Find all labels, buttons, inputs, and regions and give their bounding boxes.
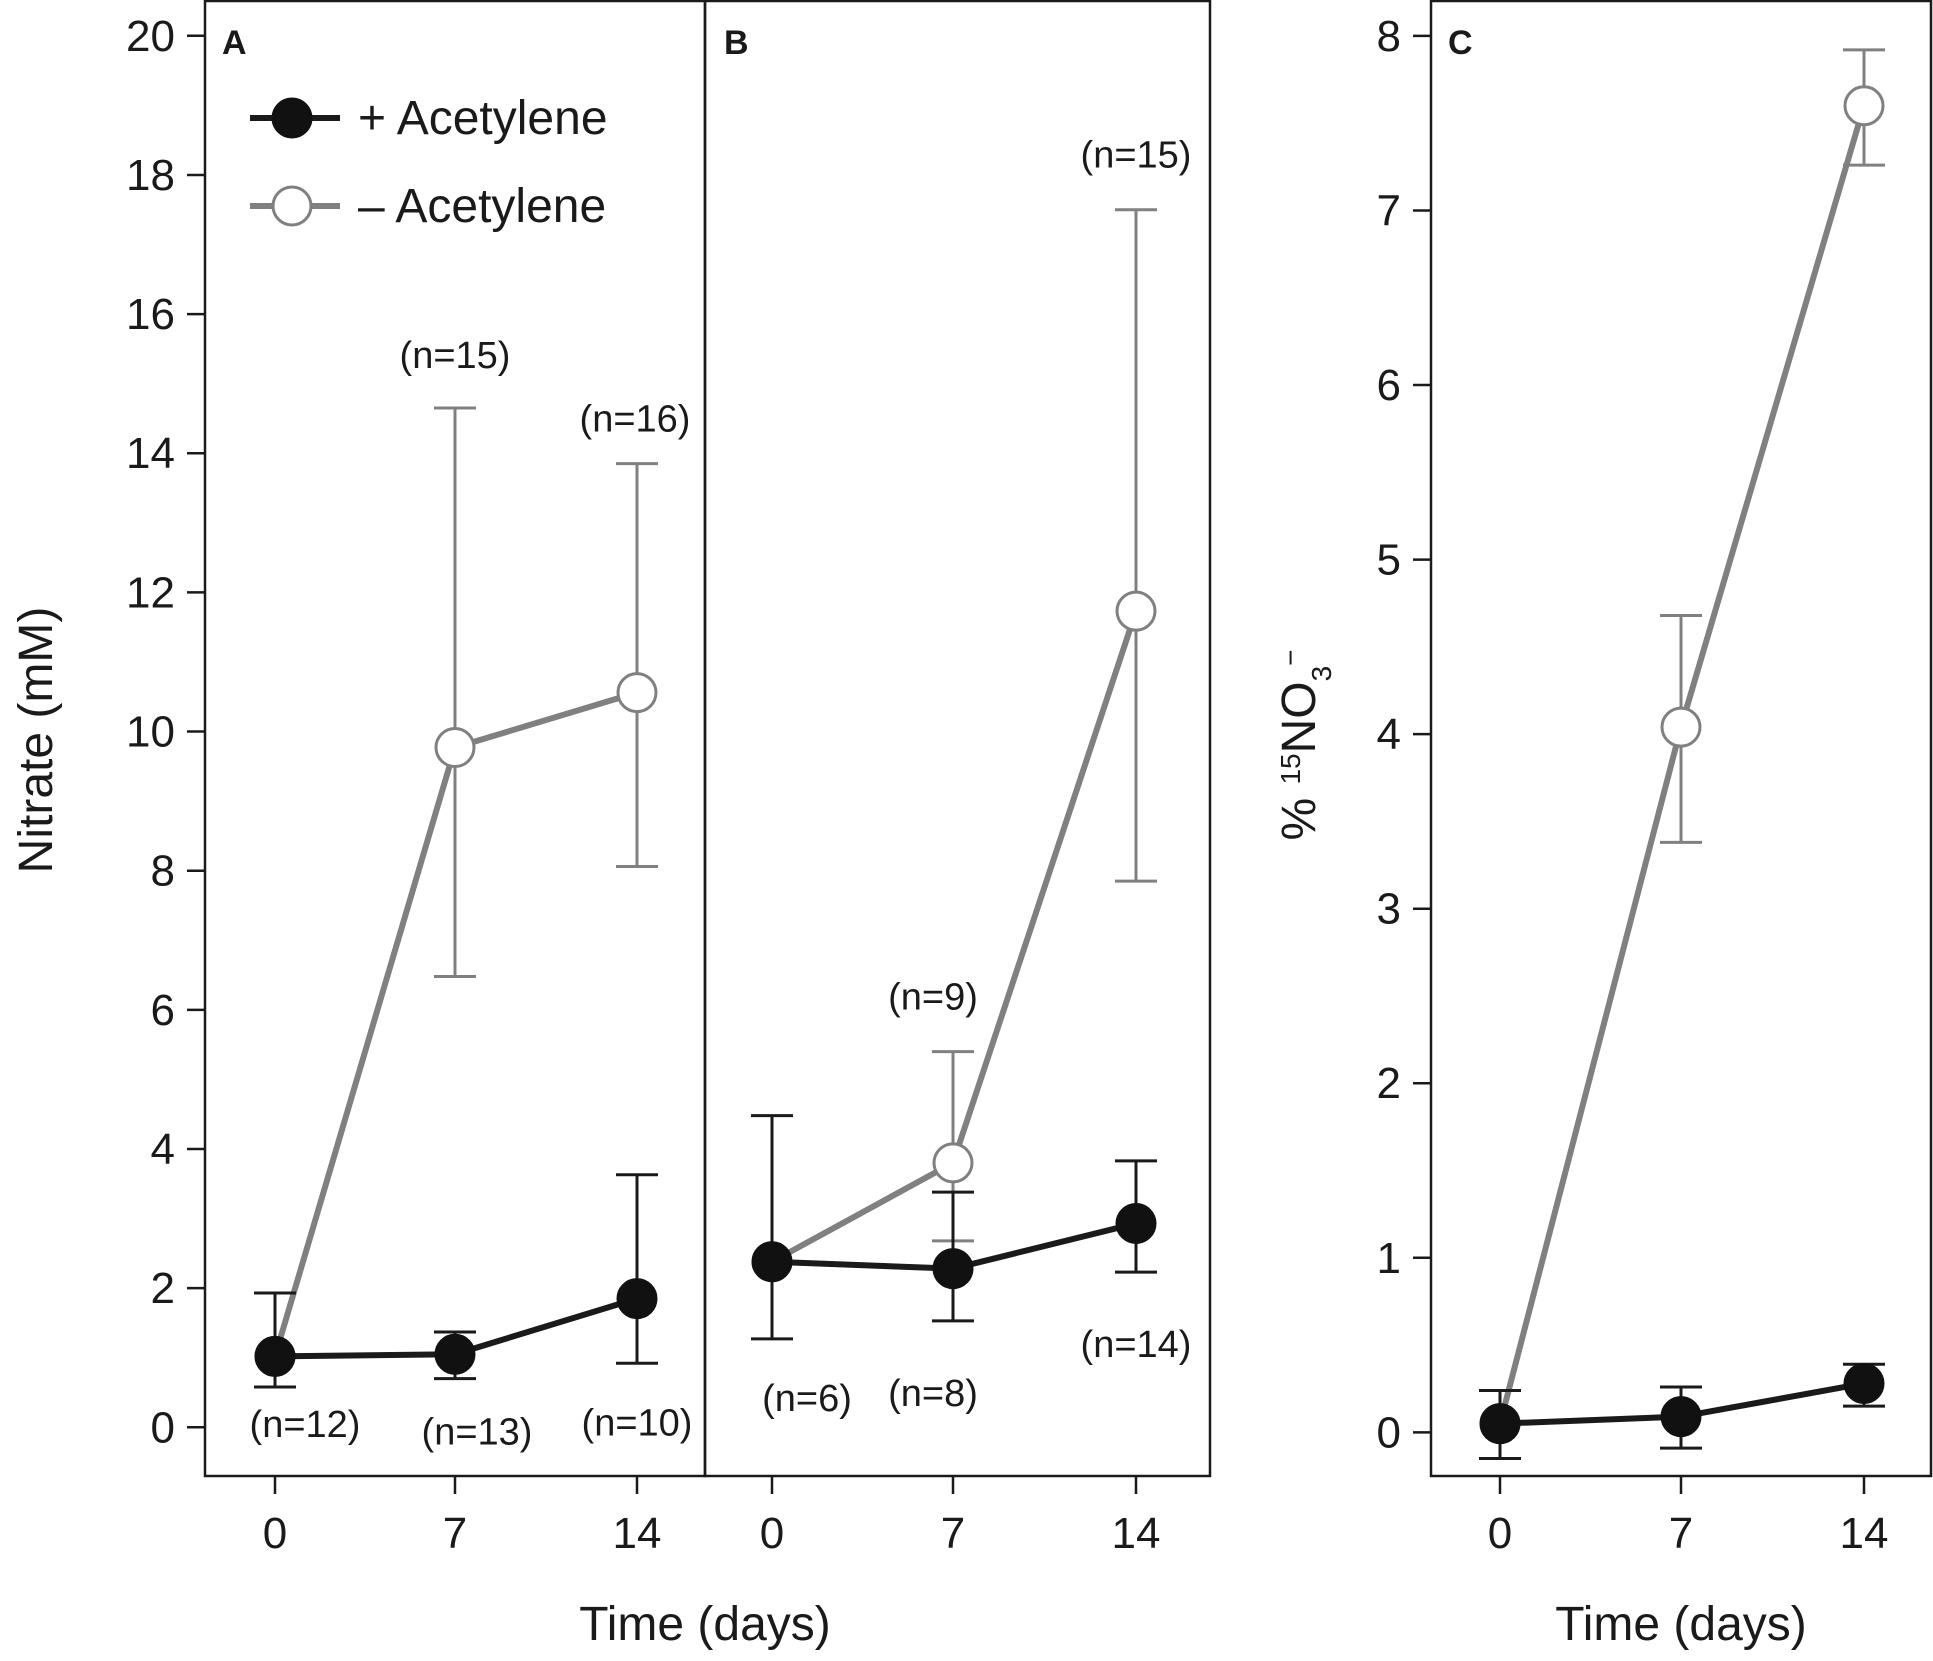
error-bar [616,1173,658,1365]
x-tick-label: 14 [613,1509,662,1558]
data-point [1479,1403,1521,1445]
data-point [1843,85,1885,127]
panel-b-frame [703,0,1212,1478]
x-tick-label: 7 [1669,1509,1693,1558]
data-point [751,1241,793,1283]
n-label: (n=13) [422,1412,533,1454]
legend-minus-marker [271,185,313,227]
data-point [1660,706,1702,748]
y-tick-label: 7 [1377,186,1401,235]
series-minus-acetylene: (n=15) (n=16) [254,335,691,1377]
n-label: (n=15) [1081,135,1192,177]
n-label: (n=6) [762,1378,852,1420]
legend-plus-label: + Acetylene [358,92,608,145]
x-tick-label: 14 [1840,1509,1889,1558]
legend-plus-marker [271,97,313,139]
y-tick-label: 10 [126,708,175,757]
data-point [434,727,476,769]
n-label: (n=12) [250,1404,361,1446]
n-label: (n=14) [1081,1324,1192,1366]
data-point [1115,590,1157,632]
n-label: (n=8) [888,1373,978,1415]
legend: + Acetylene – Acetylene [250,92,608,233]
panel-c-plot: 0 1 2 3 4 5 6 7 8 0 7 14 [1377,12,1889,1558]
data-point [1660,1396,1702,1438]
series-minus-acetylene [1479,48,1885,1445]
y-tick-label: 12 [126,568,175,617]
y-tick-label: 0 [1377,1408,1401,1457]
data-point [1843,1362,1885,1404]
panel-b-label: B [724,24,749,62]
n-label: (n=16) [580,399,691,441]
data-point [1115,1202,1157,1244]
panel-c-label: C [1448,24,1473,62]
y-tick-label: 8 [151,847,175,896]
y-tick-label: 8 [1377,12,1401,61]
panel-b-plot: 0 7 14 (n=9) (n=15) (n=6) (n=8) (n=14) [751,135,1191,1558]
x-tick-label: 0 [1488,1509,1512,1558]
data-point [616,672,658,714]
data-point [434,1333,476,1375]
x-axis-title-c: Time (days) [1555,1598,1807,1651]
x-tick-label: 0 [263,1509,287,1558]
data-point [932,1142,974,1184]
data-point [254,1335,296,1377]
n-label: (n=9) [888,977,978,1019]
series-minus-acetylene: (n=9) (n=15) [751,135,1192,1283]
y-tick-label: 2 [1377,1059,1401,1108]
panel-a-label: A [222,24,247,62]
y-tick-label: 1 [1377,1234,1401,1283]
x-axis-title-ab: Time (days) [579,1598,831,1651]
x-tick-label: 0 [760,1509,784,1558]
error-bar [751,1114,793,1341]
data-point [616,1278,658,1320]
series-plus-acetylene: (n=6) (n=8) (n=14) [751,1114,1192,1420]
error-bar [1115,208,1157,883]
x-tick-label: 7 [941,1509,965,1558]
y-tick-label: 6 [151,986,175,1035]
x-tick-label: 14 [1112,1509,1161,1558]
data-point [932,1248,974,1290]
legend-minus-label: – Acetylene [358,180,606,233]
y-axis-title-right: % 15NO3− [1273,649,1337,840]
error-bar [616,462,658,869]
x-tick-label: 7 [443,1509,467,1558]
y-axis-title-left: Nitrate (mM) [10,607,63,874]
series-plus-acetylene: (n=12) (n=13) (n=10) [250,1173,693,1454]
y-tick-label: 14 [126,429,175,478]
y-tick-label: 4 [151,1125,175,1174]
y-tick-label: 3 [1377,885,1401,934]
error-bar [434,406,476,978]
y-tick-label: 4 [1377,710,1401,759]
y-tick-label: 6 [1377,361,1401,410]
y-tick-label: 2 [151,1264,175,1313]
y-tick-label: 16 [126,290,175,339]
y-tick-label: 5 [1377,536,1401,585]
y-tick-label: 0 [151,1403,175,1452]
y-tick-label: 20 [126,12,175,61]
n-label: (n=15) [400,335,511,377]
n-label: (n=10) [582,1402,693,1444]
y-tick-label: 18 [126,151,175,200]
series-plus-acetylene [1479,1362,1885,1461]
